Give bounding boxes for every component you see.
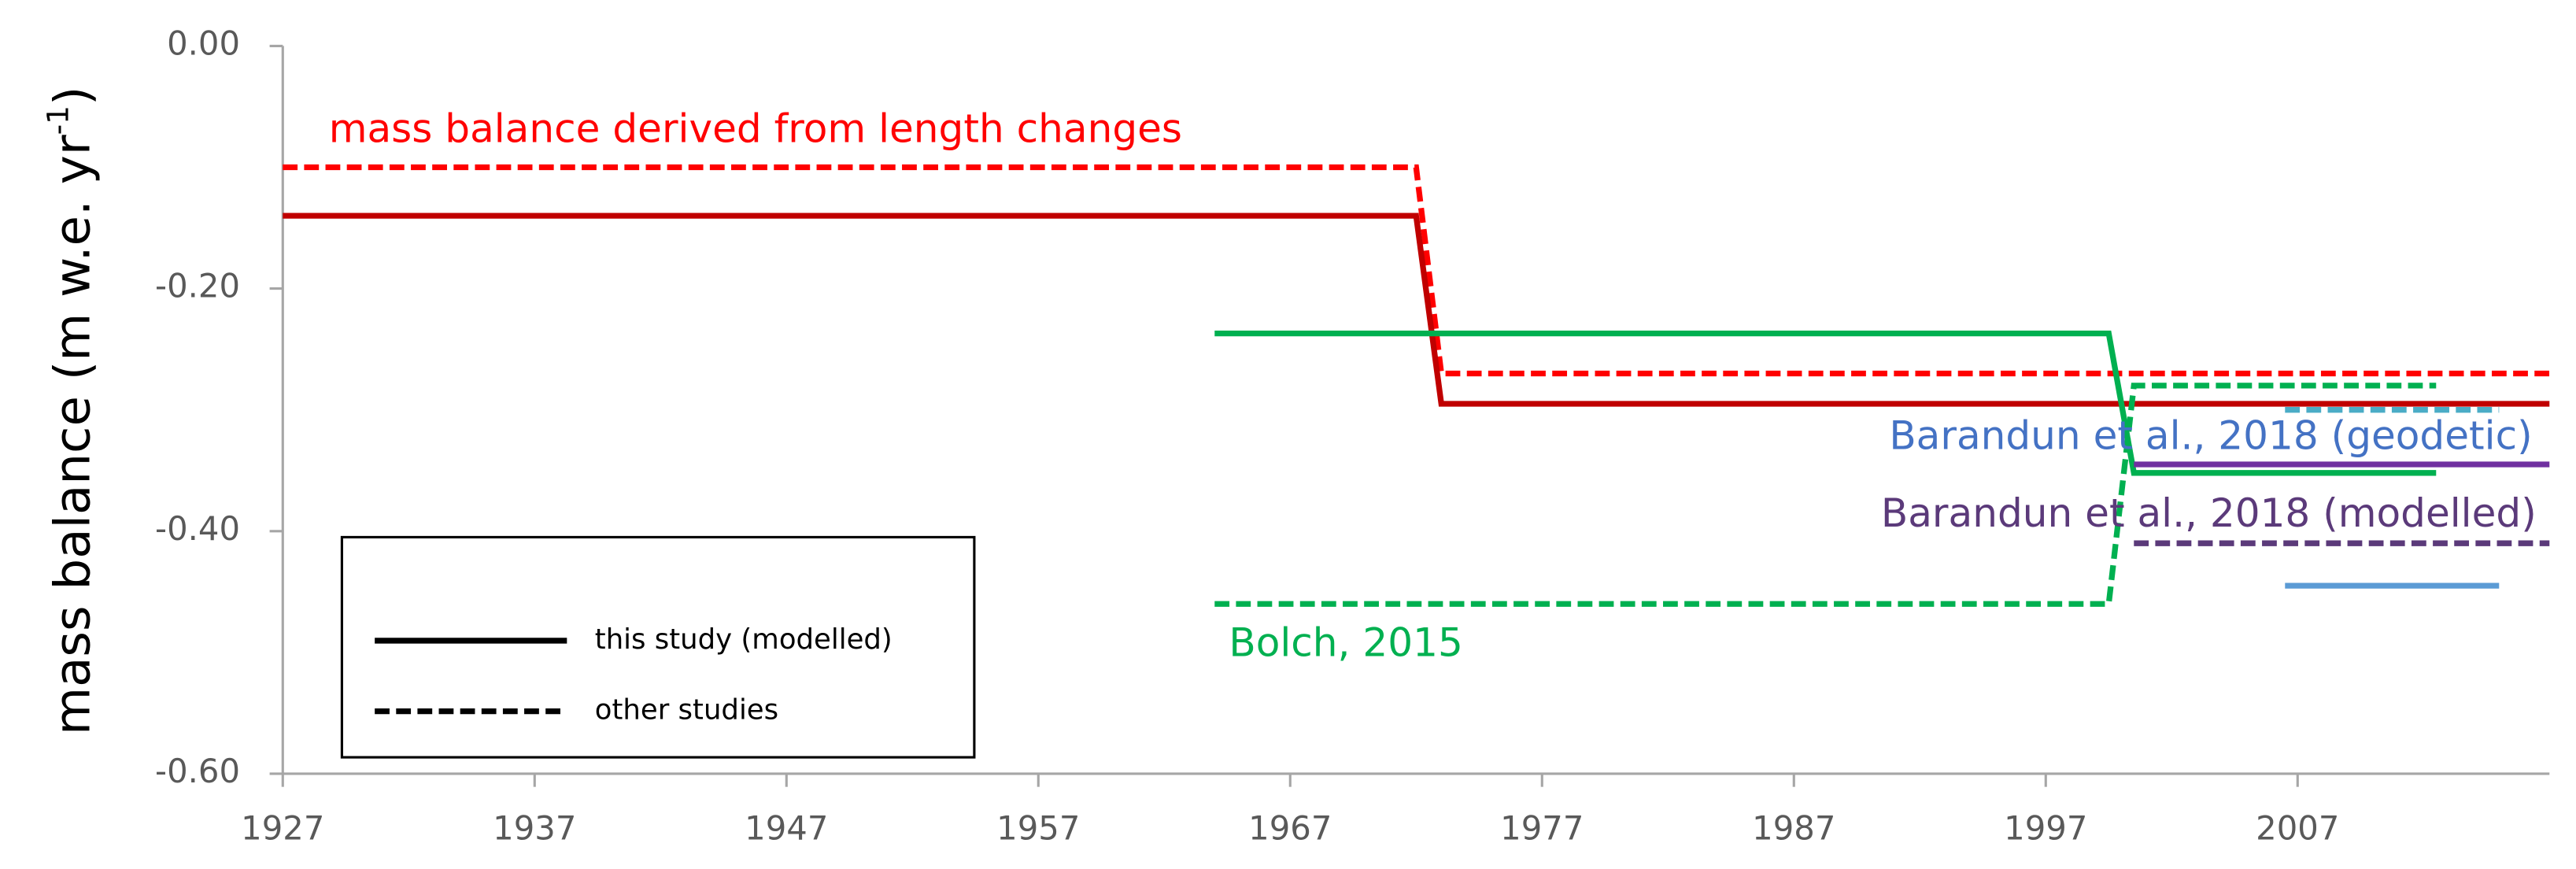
x-tick-label: 1997	[2004, 808, 2087, 847]
annotation: Bolch, 2015	[1229, 620, 1462, 666]
annotation: Barandun et al., 2018 (geodetic)	[1889, 413, 2532, 459]
annotation: mass balance derived from length changes	[329, 105, 1182, 151]
y-axis-label-close: )	[43, 87, 101, 105]
y-axis-label-sup: -1	[40, 105, 75, 135]
y-tick-label: -0.60	[155, 752, 240, 790]
x-tick-label: 1967	[1248, 808, 1332, 847]
legend-label: this study (modelled)	[595, 623, 893, 656]
y-tick-label: -0.40	[155, 509, 240, 548]
series-line	[1214, 330, 2437, 476]
annotation: Barandun et al., 2018 (modelled)	[1881, 490, 2537, 536]
x-tick-label: 1947	[745, 808, 828, 847]
x-tick-label: 1977	[1500, 808, 1584, 847]
y-tick-label: 0.00	[167, 24, 240, 62]
x-tick-label: 1957	[996, 808, 1080, 847]
x-tick-label: 1927	[241, 808, 324, 847]
series-line	[1214, 383, 2437, 607]
x-tick-label: 1987	[1752, 808, 1835, 847]
series-line	[283, 213, 2550, 407]
series-line	[283, 164, 2550, 377]
x-tick-label: 1937	[493, 808, 576, 847]
x-tick-label: 2007	[2256, 808, 2339, 847]
y-axis-label: mass balance (m w.e. yr-1)	[40, 87, 101, 735]
legend-box	[340, 535, 976, 759]
legend-label: other studies	[595, 694, 778, 727]
y-tick-label: -0.20	[155, 267, 240, 305]
y-axis-label-text: mass balance (m w.e. yr	[43, 135, 101, 735]
